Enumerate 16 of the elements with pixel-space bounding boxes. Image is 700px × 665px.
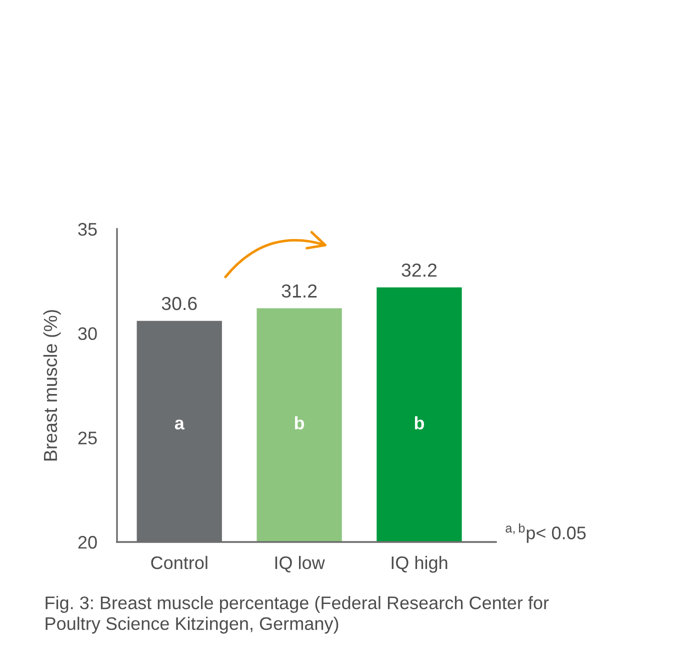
annotation: b (294, 416, 304, 430)
y-tick-label: 20 (78, 536, 97, 549)
data-label: 30.6 (162, 296, 197, 310)
x-tick-label: IQ high (392, 556, 448, 573)
text: $^{a,b}$p< 0.05 (506, 523, 586, 543)
y-tick-label: 30 (78, 327, 97, 340)
annotation: b (414, 416, 424, 430)
y-tick-label: 25 (78, 432, 97, 444)
data-label: 32.2 (402, 264, 437, 277)
caption: Fig. 3: Breast muscle percentage (Federal Research Center for Poultry Science Kitzingen, Germany) (46, 596, 549, 634)
y-axis-title: Breast muscle (%) (43, 310, 61, 461)
x-tick-label: Control (151, 556, 208, 570)
x-tick-label: IQ low (275, 556, 325, 572)
data-label: 31.2 (282, 284, 317, 298)
annotation: a (174, 420, 185, 430)
y-tick-label: 35 (78, 222, 97, 236)
